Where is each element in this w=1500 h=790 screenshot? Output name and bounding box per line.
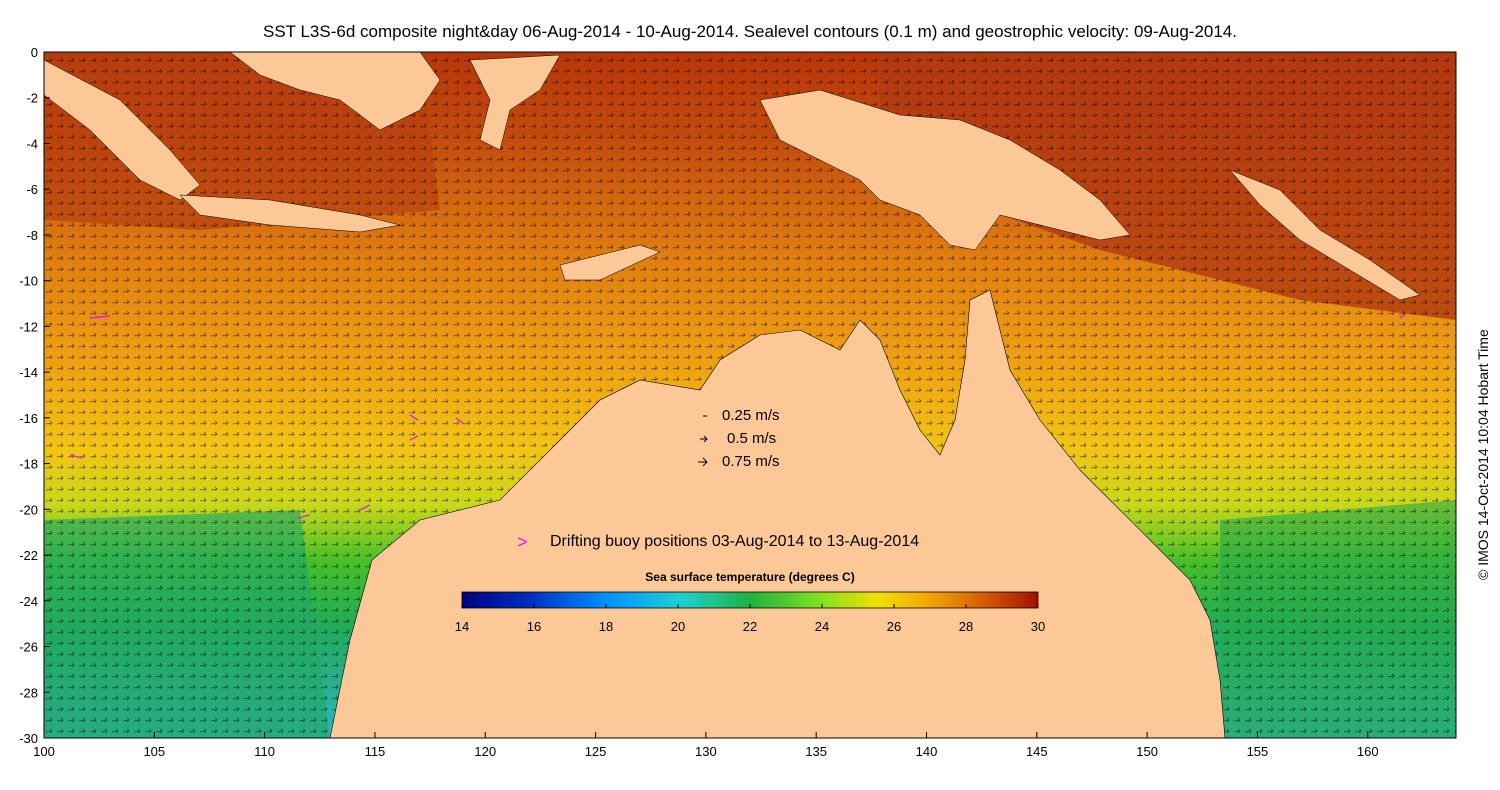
y-tick-label: -8 [26,228,38,243]
y-tick-label: -6 [26,182,38,197]
x-tick-label: 160 [1357,744,1379,759]
y-axis-ticks: 0 -2 -4 -6 -8 -10 -12 -14 -16 -18 -20 -22 -24 -26 -28 -… [19,45,50,746]
buoy-legend-label: Drifting buoy positions 03-Aug-2014 to 1… [550,533,920,550]
y-tick-label: -28 [19,685,38,700]
colorbar-tick-label: 16 [527,619,541,634]
colorbar-tick-label: 20 [671,619,685,634]
y-tick-label: 0 [31,45,38,60]
colorbar-title: Sea surface temperature (degrees C) [645,570,855,584]
x-tick-label: 110 [254,744,275,759]
colorbar-ticks: 14 16 18 20 22 24 26 28 30 [455,604,1045,634]
buoy-legend-marker: > [517,532,528,552]
x-tick-label: 140 [916,744,938,759]
solomon-islands [1229,169,1421,301]
australia [329,289,1226,739]
y-tick-label: -22 [19,548,38,563]
sulawesi [469,54,561,151]
timor [559,244,661,281]
x-axis-ticks: 100 105 110 115 120 125 130 135 140 145 150 155 160 [33,732,1379,759]
y-tick-label: -12 [19,319,38,334]
colorbar-tick-label: 26 [887,619,901,634]
borneo [229,51,441,131]
y-tick-label: -18 [19,457,38,472]
sumatra [43,59,201,201]
map-title: SST L3S-6d composite night&day 06-Aug-20… [263,22,1237,41]
velocity-label-05: 0.5 m/s [727,430,777,447]
y-tick-label: -10 [19,274,38,289]
x-tick-label: 130 [695,744,717,759]
colorbar-tick-label: 28 [959,619,973,634]
x-tick-label: 145 [1026,744,1048,759]
y-tick-label: -2 [26,91,38,106]
colorbar-tick-label: 14 [455,619,469,634]
y-tick-label: -14 [19,365,38,380]
new-guinea [759,89,1131,251]
x-tick-label: 105 [143,744,165,759]
y-tick-label: -30 [19,731,38,746]
velocity-label-025: 0.25 m/s [722,407,780,424]
y-tick-label: -24 [19,594,38,609]
x-tick-label: 100 [33,744,55,759]
x-tick-label: 120 [474,744,496,759]
x-tick-label: 155 [1247,744,1269,759]
x-tick-label: 150 [1136,744,1158,759]
y-tick-label: -16 [19,411,38,426]
colorbar-tick-label: 22 [743,619,757,634]
buoy-tracks [69,313,1407,519]
x-tick-label: 115 [365,744,386,759]
colorbar-tick-label: 30 [1031,619,1045,634]
y-tick-label: -20 [19,502,38,517]
colorbar-tick-label: 24 [815,619,829,634]
y-tick-label: -4 [26,136,38,151]
velocity-label-075: 0.75 m/s [722,453,780,470]
velocity-legend-arrows [698,415,708,467]
x-tick-label: 135 [805,744,827,759]
x-tick-label: 125 [585,744,607,759]
plot-frame [43,51,1457,739]
java [179,194,401,233]
copyright-notice: © IMOS 14-Oct-2014 10:04 Hobart Time [1475,329,1491,580]
y-tick-label: -26 [19,640,38,655]
colorbar-tick-label: 18 [599,619,613,634]
